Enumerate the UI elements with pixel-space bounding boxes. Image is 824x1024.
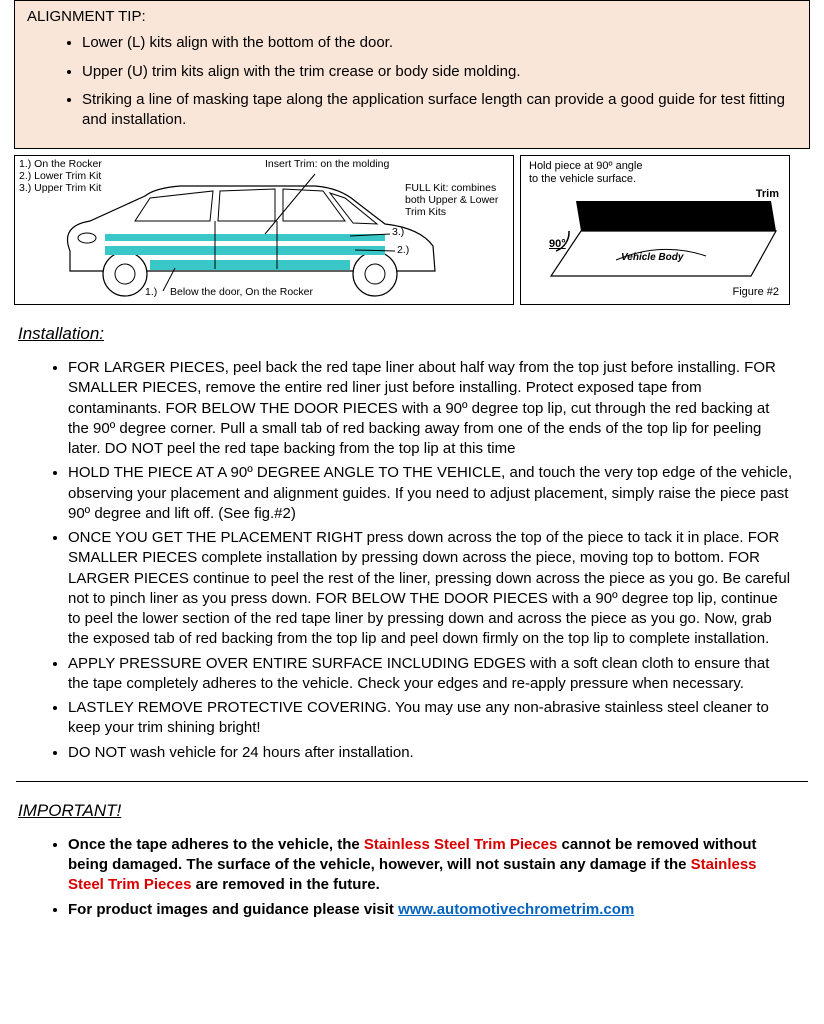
- full-kit-label-2: both Upper & Lower: [405, 194, 498, 206]
- red-highlight: Stainless Steel Trim Pieces: [364, 836, 557, 853]
- divider: [16, 781, 808, 782]
- callout-3: 3.): [392, 226, 404, 238]
- alignment-tip-list: Lower (L) kits align with the bottom of …: [27, 33, 797, 130]
- important-text: are removed in the future.: [191, 876, 379, 893]
- installation-heading: Installation:: [18, 323, 824, 346]
- tip-item: Upper (U) trim kits align with the trim …: [82, 62, 797, 82]
- car-diagram: 1.) On the Rocker 2.) Lower Trim Kit 3.)…: [14, 155, 514, 305]
- angle-diagram: Hold piece at 90º angle to the vehicle s…: [520, 155, 790, 305]
- diagram-row: 1.) On the Rocker 2.) Lower Trim Kit 3.)…: [14, 155, 810, 305]
- legend-3: 3.) Upper Trim Kit: [19, 182, 101, 194]
- callout-2: 2.): [397, 244, 409, 256]
- full-kit-label-1: FULL Kit: combines: [405, 182, 496, 194]
- important-text: Once the tape adheres to the vehicle, th…: [68, 836, 364, 853]
- legend-1: 1.) On the Rocker: [19, 158, 102, 170]
- install-step: LASTLEY REMOVE PROTECTIVE COVERING. You …: [68, 698, 794, 739]
- important-item: For product images and guidance please v…: [68, 900, 794, 920]
- body-label: Vehicle Body: [621, 252, 683, 264]
- full-kit-label-3: Trim Kits: [405, 206, 446, 218]
- install-step: FOR LARGER PIECES, peel back the red tap…: [68, 358, 794, 459]
- install-step: ONCE YOU GET THE PLACEMENT RIGHT press d…: [68, 528, 794, 650]
- install-step: HOLD THE PIECE AT A 90º DEGREE ANGLE TO …: [68, 463, 794, 524]
- trim-label: Trim: [756, 188, 779, 201]
- bottom-callout-text: Below the door, On the Rocker: [170, 286, 313, 298]
- legend-2: 2.) Lower Trim Kit: [19, 170, 101, 182]
- alignment-tip-title: ALIGNMENT TIP:: [27, 7, 797, 27]
- insert-trim-label: Insert Trim: on the molding: [265, 158, 389, 170]
- angle-text-1: Hold piece at 90º angle: [529, 160, 643, 173]
- install-step: DO NOT wash vehicle for 24 hours after i…: [68, 743, 794, 763]
- bottom-callout-1: 1.): [145, 286, 157, 298]
- guidance-link[interactable]: www.automotivechrometrim.com: [398, 901, 634, 918]
- important-heading: IMPORTANT!: [18, 800, 824, 823]
- tip-item: Striking a line of masking tape along th…: [82, 90, 797, 131]
- install-step: APPLY PRESSURE OVER ENTIRE SURFACE INCLU…: [68, 654, 794, 695]
- important-text: For product images and guidance please v…: [68, 901, 398, 918]
- important-item: Once the tape adheres to the vehicle, th…: [68, 835, 794, 896]
- alignment-tip-box: ALIGNMENT TIP: Lower (L) kits align with…: [14, 0, 810, 149]
- angle-label: 90°: [549, 238, 566, 251]
- angle-text-2: to the vehicle surface.: [529, 173, 636, 186]
- installation-list: FOR LARGER PIECES, peel back the red tap…: [0, 358, 824, 763]
- tip-item: Lower (L) kits align with the bottom of …: [82, 33, 797, 53]
- important-list: Once the tape adheres to the vehicle, th…: [0, 835, 824, 920]
- figure-label: Figure #2: [733, 286, 779, 299]
